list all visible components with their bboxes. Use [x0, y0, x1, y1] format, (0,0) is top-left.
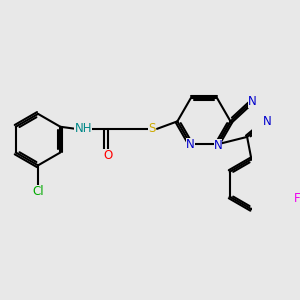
Text: O: O	[103, 149, 112, 162]
Text: N: N	[186, 138, 195, 151]
Text: N: N	[248, 95, 256, 108]
Text: N: N	[263, 115, 272, 128]
Text: N: N	[214, 139, 222, 152]
Text: NH: NH	[74, 122, 92, 135]
Text: F: F	[294, 192, 300, 205]
Text: S: S	[148, 122, 156, 135]
Text: Cl: Cl	[32, 184, 44, 198]
